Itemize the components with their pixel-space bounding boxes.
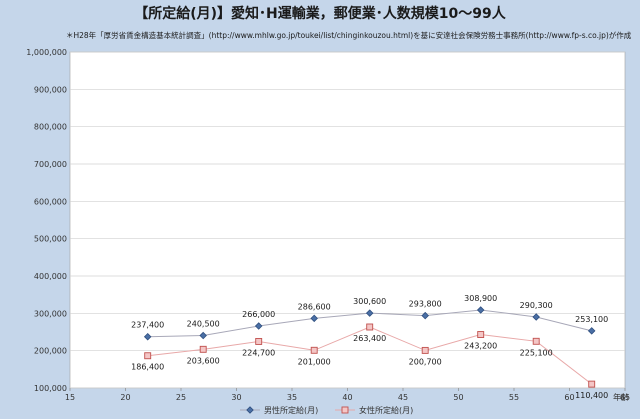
female-marker [421, 346, 429, 354]
x-tick-label: 30 [231, 393, 241, 402]
legend-female-label: 女性所定給(月) [359, 405, 413, 415]
data-label-layer: 237,400 240,500 266,000 286,600 300,600 293,8… [131, 294, 608, 400]
x-tick-label: 20 [120, 393, 130, 402]
chart-subtitle: ＊H28年「厚労省賃金構造基本統計調査」(http://www.mhlw.go.… [66, 30, 632, 40]
male-marker [254, 322, 263, 330]
female-marker [477, 331, 485, 338]
x-tick-label: 55 [509, 393, 519, 402]
male-marker [587, 327, 596, 335]
y-tick-label: 200,000 [34, 347, 67, 356]
x-tick-label: 35 [287, 393, 297, 402]
plot-area [69, 51, 626, 389]
female-data-label: 186,400 [131, 363, 164, 372]
x-tick-label: 40 [342, 393, 352, 402]
female-marker [144, 352, 152, 360]
y-tick-label: 800,000 [34, 123, 67, 132]
male-marker [476, 306, 485, 314]
female-marker [341, 406, 349, 414]
axis-layer: 100,000 200,000 300,000 400,000 500,000 600,0… [26, 48, 630, 402]
grid-layer [70, 51, 625, 389]
female-data-label: 243,200 [464, 342, 497, 351]
chart-title: 【所定給(月)】愛知･H運輸業，郵便業･人数規模10～99人 [134, 5, 506, 22]
female-data-label: 263,400 [353, 334, 386, 343]
female-data-label: 110,400 [575, 391, 608, 400]
y-tick-label: 900,000 [34, 85, 67, 94]
male-marker [365, 309, 374, 317]
male-marker [532, 313, 540, 321]
y-tick-label: 700,000 [34, 160, 67, 169]
male-data-label: 237,400 [131, 321, 164, 330]
legend-male-label: 男性所定給(月) [264, 405, 318, 415]
male-marker [421, 311, 429, 320]
female-data-label: 225,100 [520, 348, 553, 357]
y-tick-label: 1,000,000 [26, 48, 67, 57]
male-marker [246, 406, 254, 414]
male-marker [143, 332, 152, 341]
legend: 男性所定給(月) 女性所定給(月) [240, 405, 413, 415]
male-marker [199, 331, 207, 340]
female-marker [366, 323, 374, 331]
y-tick-label: 500,000 [34, 235, 67, 244]
female-marker [310, 346, 318, 354]
female-marker [199, 345, 207, 353]
male-data-label: 266,000 [242, 310, 275, 319]
male-data-label: 308,900 [464, 294, 497, 303]
x-tick-label: 60 [564, 393, 574, 402]
male-data-label: 300,600 [353, 297, 386, 306]
female-data-label: 224,700 [242, 348, 275, 357]
female-marker [255, 337, 263, 345]
male-data-label: 290,300 [520, 301, 553, 310]
male-data-label: 286,600 [298, 302, 331, 311]
female-data-label: 200,700 [409, 357, 442, 366]
female-marker [588, 380, 596, 388]
x-tick-label: 65 [620, 393, 630, 402]
male-data-label: 240,500 [187, 320, 220, 329]
x-tick-label: 15 [65, 393, 75, 402]
y-tick-label: 300,000 [34, 309, 67, 318]
female-data-label: 201,000 [298, 357, 331, 366]
y-tick-label: 600,000 [34, 197, 67, 206]
x-axis-label: 年齢 [613, 392, 629, 402]
y-tick-label: 400,000 [34, 272, 67, 281]
x-tick-label: 50 [453, 393, 463, 402]
x-tick-label: 25 [176, 393, 186, 402]
male-data-label: 253,100 [575, 315, 608, 324]
female-data-label: 203,600 [187, 356, 220, 365]
y-tick-label: 100,000 [34, 384, 67, 393]
female-marker [532, 337, 540, 345]
series-layer [143, 306, 596, 388]
male-marker [310, 314, 318, 323]
male-data-label: 293,800 [409, 300, 442, 309]
x-tick-label: 45 [398, 393, 408, 402]
